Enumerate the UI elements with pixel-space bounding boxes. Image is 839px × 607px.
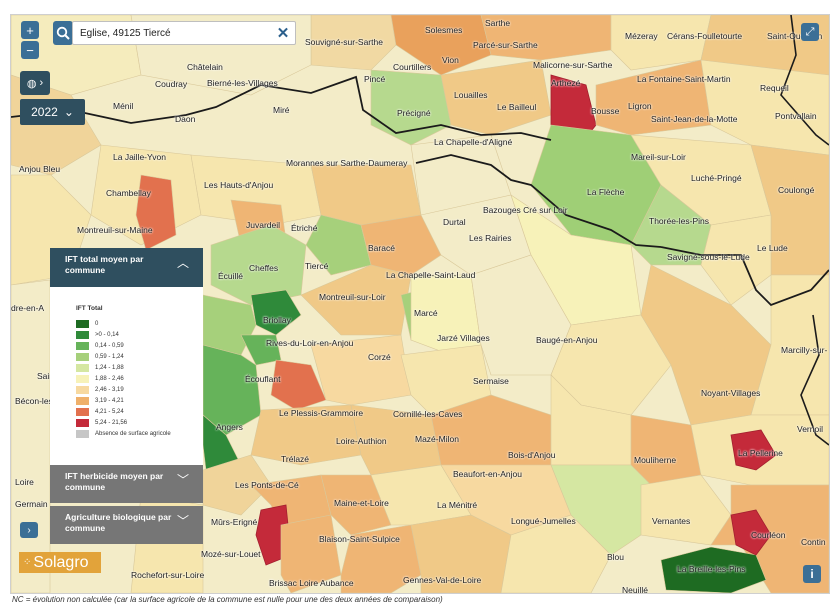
legend-item: 2,46 - 3,19 xyxy=(76,384,203,395)
legend-label: 3,19 - 4,21 xyxy=(95,397,124,404)
chevron-right-icon: › xyxy=(27,524,31,536)
legend: IFT Total 0 >0 - 0,14 0,14 - 0,59 0,59 - 1,… xyxy=(50,287,203,465)
legend-label: 5,24 - 21,56 xyxy=(95,419,128,426)
legend-swatch xyxy=(76,341,89,350)
search-box[interactable]: ✕ xyxy=(72,21,296,45)
panel-bio-header[interactable]: Agriculture biologique par commune ﹀ xyxy=(50,506,203,544)
legend-item: 0 xyxy=(76,318,203,329)
legend-swatch xyxy=(76,418,89,427)
legend-title: IFT Total xyxy=(76,305,103,312)
chevron-up-icon: ︿ xyxy=(176,256,189,270)
legend-swatch xyxy=(76,429,89,438)
layers-toggle-button[interactable]: ◍ › xyxy=(20,71,50,95)
legend-item: 0,59 - 1,24 xyxy=(76,351,203,362)
footnote: NC = évolution non calculée (car la surf… xyxy=(12,595,443,604)
legend-item: 5,24 - 21,56 xyxy=(76,417,203,428)
expand-icon: ⤢ xyxy=(805,25,815,38)
globe-icon: ◍ xyxy=(26,77,37,90)
zoom-in-button[interactable]: + xyxy=(21,21,39,39)
panel-ift-total-header[interactable]: IFT total moyen par commune ︿ xyxy=(50,248,203,287)
legend-item: >0 - 0,14 xyxy=(76,329,203,340)
legend-label: Absence de surface agricole xyxy=(95,430,171,437)
choropleth-map[interactable] xyxy=(11,15,829,593)
search-input[interactable] xyxy=(73,26,272,40)
info-button[interactable]: i xyxy=(803,565,821,583)
legend-swatch xyxy=(76,396,89,405)
panel-ift-herbicide-title: IFT herbicide moyen par commune xyxy=(65,471,164,492)
legend-item: 1,88 - 2,46 xyxy=(76,373,203,384)
side-panel-toggle-button[interactable]: › xyxy=(20,522,38,538)
year-value: 2022 xyxy=(31,105,58,119)
legend-label: 2,46 - 3,19 xyxy=(95,386,124,393)
legend-label: 0,14 - 0,59 xyxy=(95,342,124,349)
legend-swatch xyxy=(76,352,89,361)
legend-swatch xyxy=(76,330,89,339)
legend-swatch xyxy=(76,363,89,372)
solagro-logo: ⁘ Solagro xyxy=(19,552,101,573)
legend-item: 1,24 - 1,88 xyxy=(76,362,203,373)
legend-item: 4,21 - 5,24 xyxy=(76,406,203,417)
legend-label: 0,59 - 1,24 xyxy=(95,353,124,360)
legend-label: >0 - 0,14 xyxy=(95,331,119,338)
legend-swatch xyxy=(76,319,89,328)
chevron-down-icon: ⌄ xyxy=(63,105,74,119)
logo-dots-icon: ⁘ xyxy=(23,557,32,568)
info-icon: i xyxy=(810,567,814,581)
fullscreen-button[interactable]: ⤢ xyxy=(801,23,819,41)
legend-label: 4,21 - 5,24 xyxy=(95,408,124,415)
legend-item: 3,19 - 4,21 xyxy=(76,395,203,406)
map-frame[interactable]: Solesmes Sarthe Mézeray Cérans-Foulletourte… xyxy=(10,14,830,594)
legend-swatch xyxy=(76,407,89,416)
legend-label: 1,24 - 1,88 xyxy=(95,364,124,371)
year-selector[interactable]: 2022 ⌄ xyxy=(20,99,85,125)
chevron-down-icon: ﹀ xyxy=(176,514,189,528)
search-icon xyxy=(56,26,70,40)
legend-item: Absence de surface agricole xyxy=(76,428,203,439)
clear-search-icon[interactable]: ✕ xyxy=(276,25,290,42)
legend-label: 0 xyxy=(95,320,99,327)
zoom-out-button[interactable]: − xyxy=(21,41,39,59)
legend-items: 0 >0 - 0,14 0,14 - 0,59 0,59 - 1,24 1,24 - 1… xyxy=(76,318,203,439)
legend-swatch xyxy=(76,385,89,394)
legend-item: 0,14 - 0,59 xyxy=(76,340,203,351)
chevron-right-icon: › xyxy=(39,77,44,89)
panel-bio-title: Agriculture biologique par commune xyxy=(65,512,172,533)
search-button[interactable] xyxy=(53,21,73,45)
legend-swatch xyxy=(76,374,89,383)
chevron-down-icon: ﹀ xyxy=(176,473,189,487)
panel-ift-herbicide-header[interactable]: IFT herbicide moyen par commune ﹀ xyxy=(50,465,203,503)
legend-label: 1,88 - 2,46 xyxy=(95,375,124,382)
panel-ift-total-title: IFT total moyen par commune xyxy=(65,254,144,275)
